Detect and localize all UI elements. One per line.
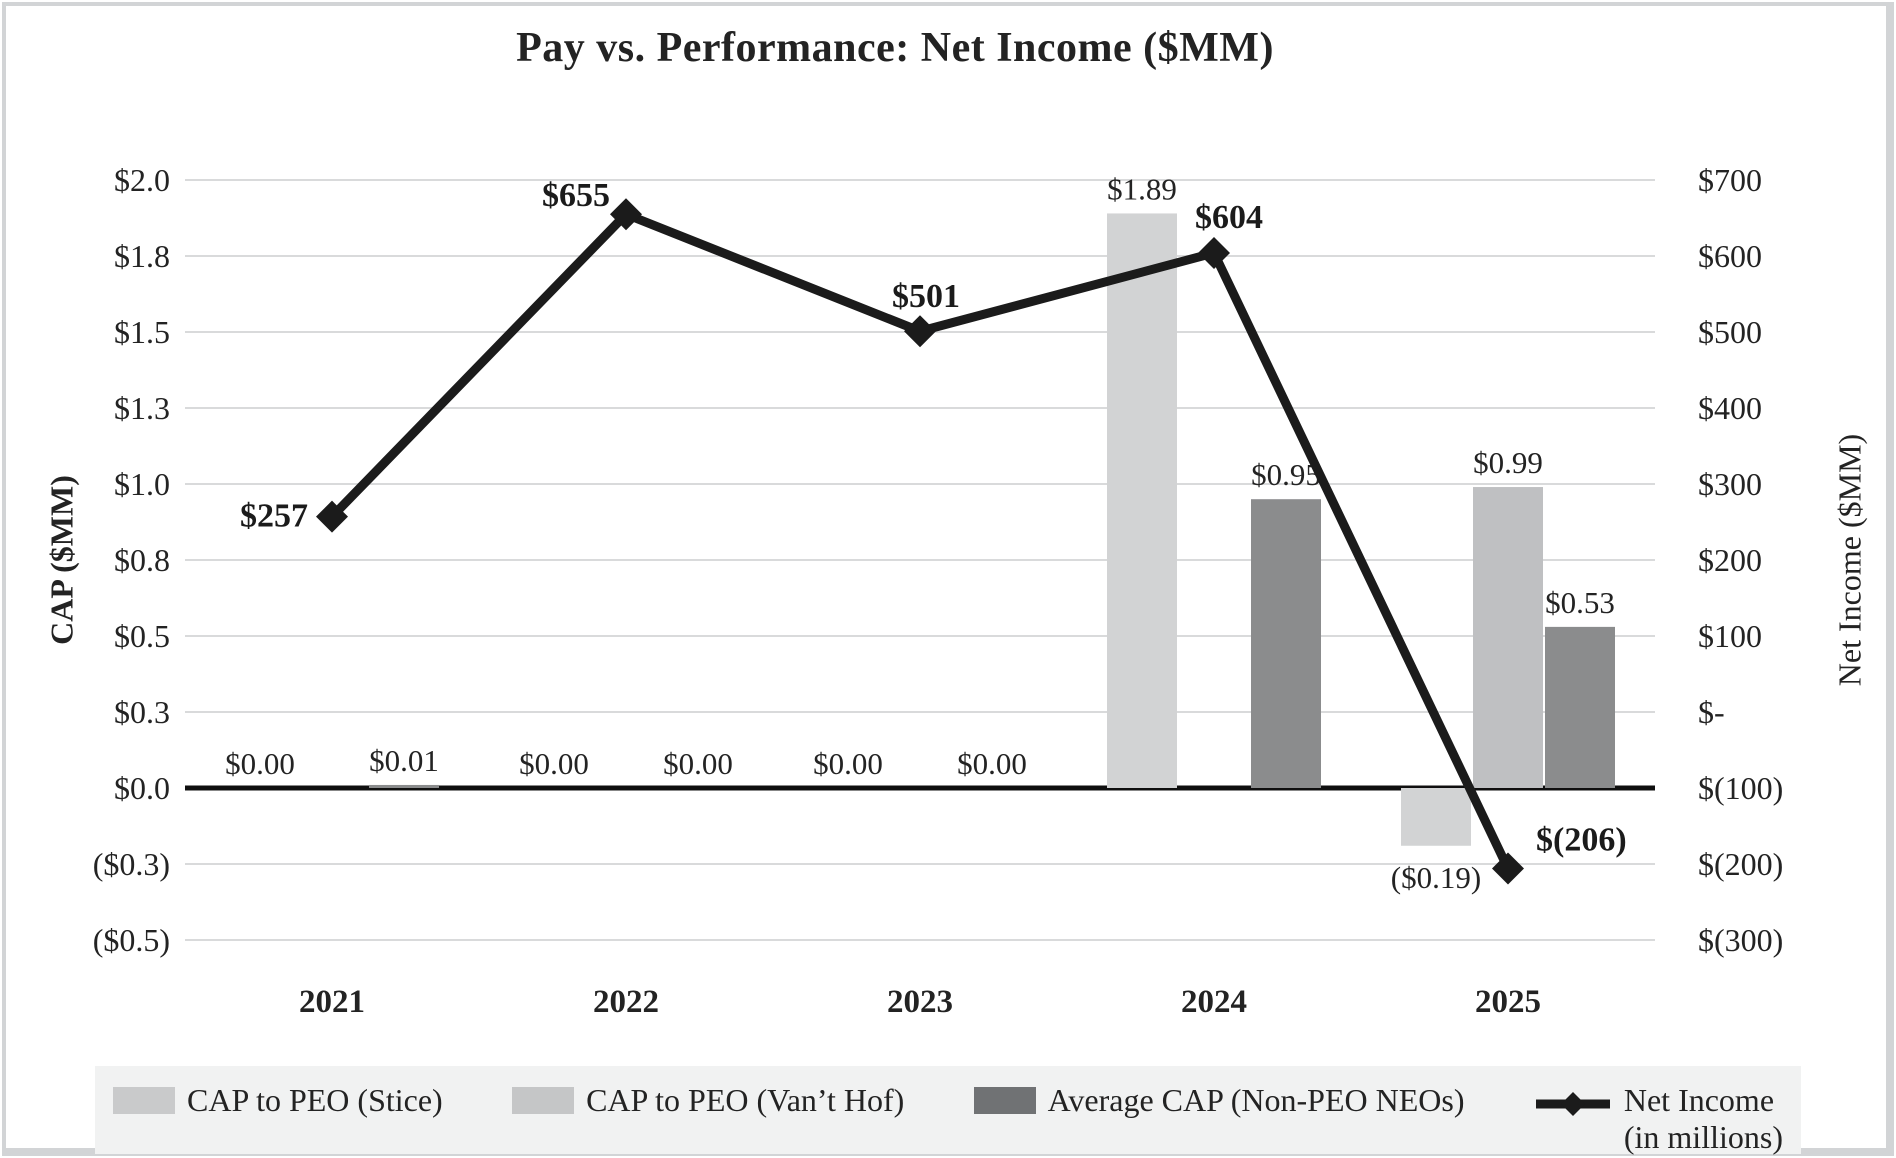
net-income-marker-2024 [1198,236,1230,269]
left-axis-tick-label: ($0.3) [93,846,170,882]
x-axis-label-2021: 2021 [299,984,365,1020]
left-axis-tick-label: ($0.5) [93,922,170,958]
right-axis-tick-label: $- [1698,694,1725,730]
x-axis-label-2023: 2023 [887,984,953,1020]
bar-label-average-cap-non-peo-neos-2024: $0.95 [1251,457,1321,492]
bar-label-average-cap-non-peo-neos-2021: $0.01 [369,743,439,778]
bar-label-cap-to-peo-stice-2023: $0.00 [813,746,883,781]
bar-cap-to-peo-stice-2024 [1107,213,1177,788]
average-cap-series-swatch-icon [973,1087,1036,1114]
net-income-label-2024: $604 [1195,199,1263,236]
right-axis-tick-label: $200 [1698,542,1762,578]
right-axis-tick-label: $100 [1698,618,1762,654]
bar-label-average-cap-non-peo-neos-2022: $0.00 [663,746,733,781]
right-axis-tick-label: $400 [1698,390,1762,426]
net-income-marker-2023 [904,315,936,348]
bar-label-cap-to-peo-stice-2022: $0.00 [519,746,589,781]
left-axis-tick-label: $0.5 [114,618,170,654]
bar-cap-to-peo-van-t-hof-2025 [1473,487,1543,788]
net-income-marker-2022 [610,198,642,231]
legend-item-cap-peo-stice: CAP to PEO (Stice) [113,1082,443,1119]
stice-series-swatch-icon [113,1087,175,1114]
x-axis-label-2024: 2024 [1181,984,1247,1020]
x-axis-label-2025: 2025 [1475,984,1541,1020]
left-axis-tick-label: $0.3 [114,694,170,730]
vanthof-series-swatch-icon [512,1087,575,1114]
left-axis-tick-label: $0.8 [114,542,170,578]
legend-label-net-income: Net Income (in millions) [1624,1082,1783,1156]
bar-label-cap-to-peo-stice-2024: $1.89 [1107,171,1177,206]
net-income-label-2025: $(206) [1536,822,1627,859]
right-axis-tick-label: $600 [1698,238,1762,274]
right-axis-tick-label: $(300) [1698,922,1783,958]
x-axis-label-2022: 2022 [593,984,659,1020]
left-axis-tick-label: $0.0 [114,770,170,806]
legend-item-cap-peo-vanthof: CAP to PEO (Van’t Hof) [512,1082,904,1119]
net-income-marker-2025 [1492,852,1524,885]
bar-average-cap-non-peo-neos-2025 [1545,626,1615,788]
left-axis-tick-label: $1.3 [114,390,170,426]
right-axis-tick-label: $300 [1698,466,1762,502]
net-income-label-2022: $655 [542,177,610,214]
legend-label-stice: CAP to PEO (Stice) [187,1082,443,1118]
net-income-label-2023: $501 [892,278,960,315]
bar-label-average-cap-non-peo-neos-2023: $0.00 [957,746,1027,781]
bar-cap-to-peo-stice-2025 [1401,788,1471,846]
bar-average-cap-non-peo-neos-2024 [1251,499,1321,788]
net-income-marker-2021 [316,500,348,533]
legend: CAP to PEO (Stice) CAP to PEO (Van’t Hof… [95,1066,1801,1156]
right-axis-tick-label: $(200) [1698,846,1783,882]
net-income-line-diamond-icon [1535,1092,1610,1116]
legend-item-average-cap: Average CAP (Non-PEO NEOs) [973,1082,1465,1119]
left-axis-tick-label: $1.0 [114,466,170,502]
left-axis-tick-label: $2.0 [114,162,170,198]
bar-label-cap-to-peo-stice-2025: ($0.19) [1391,860,1481,895]
legend-label-net-income-line1: Net Income [1623,1082,1775,1118]
left-axis-tick-label: $1.5 [114,314,170,350]
bar-average-cap-non-peo-neos-2021 [369,784,439,788]
bar-label-average-cap-non-peo-neos-2025: $0.53 [1545,585,1615,620]
right-axis-tick-label: $500 [1698,314,1762,350]
legend-label-average-cap: Average CAP (Non-PEO NEOs) [1047,1082,1465,1118]
chart-title: Pay vs. Performance: Net Income ($MM) [516,25,1274,71]
bar-label-cap-to-peo-van-t-hof-2025: $0.99 [1473,445,1543,480]
legend-label-vanthof: CAP to PEO (Van’t Hof) [586,1082,905,1118]
bar-label-cap-to-peo-stice-2021: $0.00 [225,746,295,781]
left-axis-tick-label: $1.8 [114,238,170,274]
legend-item-net-income: Net Income (in millions) [1534,1082,1783,1156]
right-axis-tick-label: $700 [1698,162,1762,198]
right-axis-tick-label: $(100) [1698,770,1783,806]
net-income-label-2021: $257 [240,498,308,535]
legend-label-net-income-line2: (in millions) [1623,1119,1783,1155]
